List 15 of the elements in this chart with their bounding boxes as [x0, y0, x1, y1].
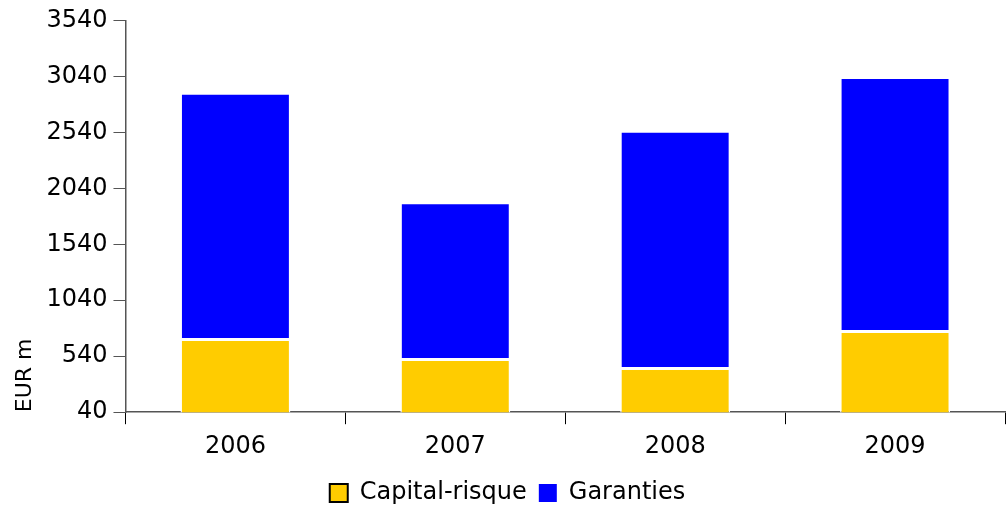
- y-tick-label: 3040: [46, 60, 108, 89]
- y-tick-label: 540: [61, 340, 108, 369]
- legend-label: Garanties: [568, 477, 686, 506]
- y-tick-label: 40: [76, 396, 108, 425]
- y-tick-label: 3540: [46, 4, 108, 33]
- y-tick-label: 2540: [46, 116, 108, 145]
- y-tick-label: 1540: [46, 228, 108, 257]
- x-tick-label: 2007: [424, 430, 486, 459]
- y-axis-title: EUR m: [10, 338, 36, 413]
- y-tick-label: 1040: [46, 284, 108, 313]
- x-tick-label: 2009: [864, 430, 926, 459]
- legend-label: Capital-risque: [359, 477, 527, 506]
- x-tick-label: 2008: [644, 430, 706, 459]
- y-tick-label: 2040: [46, 172, 108, 201]
- x-tick-label: 2006: [204, 430, 266, 459]
